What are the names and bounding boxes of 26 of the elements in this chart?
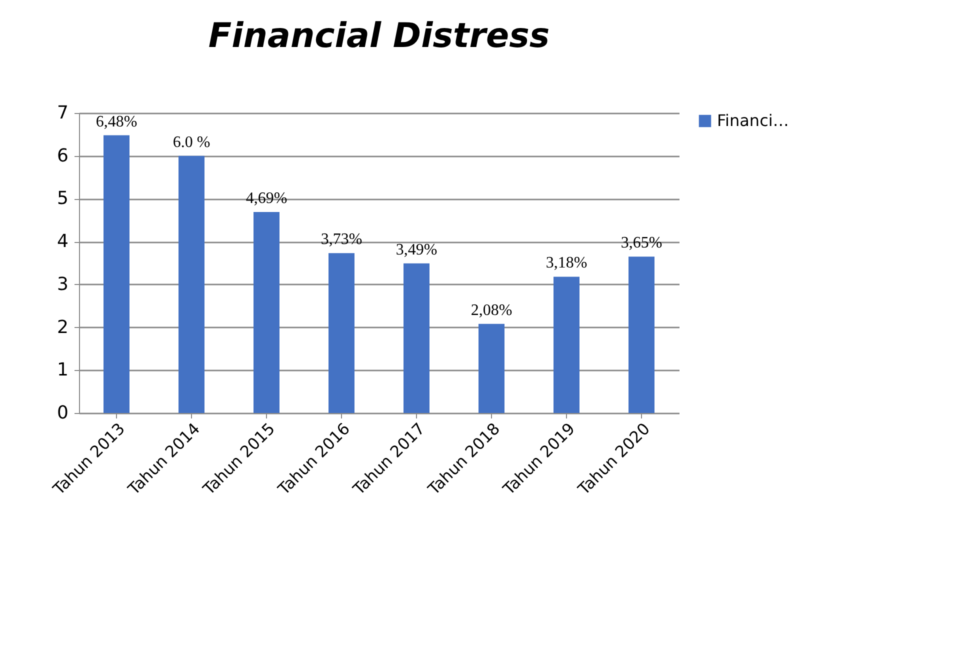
bar: [254, 212, 280, 413]
y-tick-label: 5: [57, 188, 68, 210]
bar: [178, 156, 204, 413]
data-label: 6.0 %: [172, 134, 210, 151]
bar: [554, 276, 580, 413]
chart-title: Financial Distress: [208, 16, 550, 56]
y-tick-label: 3: [57, 274, 68, 295]
y-tick-label: 2: [57, 316, 68, 338]
bar: [478, 324, 504, 413]
bar: [104, 135, 130, 413]
y-tick-label: 0: [57, 402, 68, 424]
y-tick-label: 4: [57, 231, 68, 252]
data-label: 3,65%: [620, 234, 662, 252]
bar: [404, 263, 430, 413]
y-tick-label: 7: [57, 102, 68, 124]
bar: [328, 253, 354, 413]
data-label: 3,73%: [320, 231, 362, 248]
data-label: 6,48%: [96, 113, 138, 130]
data-label: 2,08%: [470, 302, 512, 319]
data-label: 4,69%: [246, 190, 288, 207]
data-label: 3,18%: [546, 254, 588, 272]
bar: [628, 256, 654, 413]
legend-label: Financi…: [717, 111, 789, 130]
y-tick-label: 6: [57, 145, 68, 166]
y-tick-label: 1: [57, 360, 68, 381]
data-label: 3,49%: [396, 241, 438, 258]
